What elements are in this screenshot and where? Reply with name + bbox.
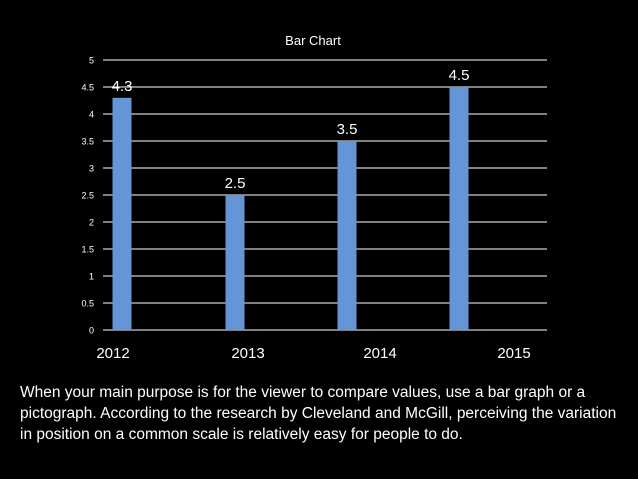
bar-2013 <box>225 195 245 330</box>
y-tick-label: 3 <box>89 164 94 174</box>
bar-2014 <box>337 141 357 330</box>
data-label-2015: 4.5 <box>449 67 470 84</box>
caption-text: When your main purpose is for the viewer… <box>20 384 617 443</box>
data-labels: 4.3 2.5 3.5 4.5 <box>112 67 470 192</box>
data-label-2014: 3.5 <box>337 121 358 138</box>
data-label-2013: 2.5 <box>225 175 246 192</box>
x-tick-label-2015: 2015 <box>497 345 530 362</box>
y-axis-tick-labels: 0 0.5 1 1.5 2 2.5 3 3.5 4 4.5 5 <box>81 56 94 336</box>
y-tick-label: 5 <box>89 56 94 66</box>
y-tick-label: 1.5 <box>81 245 94 255</box>
y-tick-label: 1 <box>89 272 94 282</box>
x-axis-tick-labels: 2012 2013 2014 2015 <box>96 345 530 362</box>
bar-2012 <box>112 97 132 330</box>
y-tick-label: 2 <box>89 218 94 228</box>
y-tick-label: 4 <box>89 110 94 120</box>
bar-2015 <box>449 87 469 330</box>
bar-chart: Bar Chart 0 0.5 1 1.5 2 2.5 3 3.5 4 4.5 5 4.3 2.5 3.… <box>81 33 547 362</box>
x-tick-label-2014: 2014 <box>363 345 396 362</box>
grid-lines <box>103 59 547 331</box>
bars <box>112 87 469 330</box>
y-tick-label: 0.5 <box>81 299 94 309</box>
y-tick-label: 4.5 <box>81 83 94 93</box>
x-tick-label-2012: 2012 <box>96 345 129 362</box>
y-tick-label: 0 <box>89 326 94 336</box>
x-tick-label-2013: 2013 <box>231 345 264 362</box>
y-tick-label: 2.5 <box>81 191 94 201</box>
data-label-2012: 4.3 <box>112 78 133 95</box>
y-tick-label: 3.5 <box>81 137 94 147</box>
chart-title: Bar Chart <box>285 33 341 48</box>
